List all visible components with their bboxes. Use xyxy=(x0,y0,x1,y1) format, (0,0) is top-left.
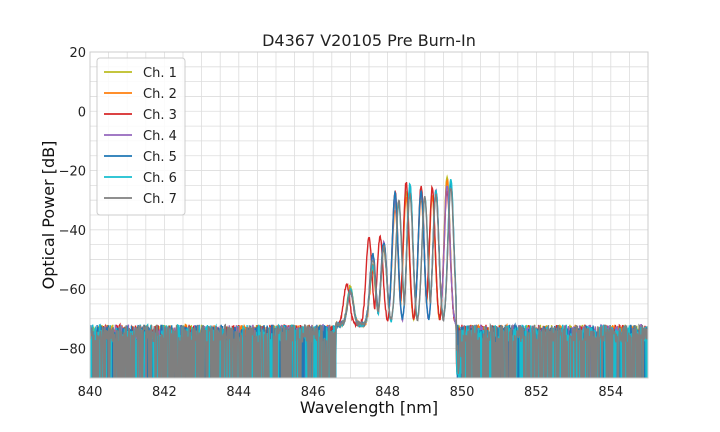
y-tick-label: −20 xyxy=(59,165,86,180)
legend-label: Ch. 7 xyxy=(143,192,177,207)
x-tick-label: 854 xyxy=(598,385,623,400)
chart-title: D4367 V20105 Pre Burn-In xyxy=(262,31,476,50)
y-tick-label: 20 xyxy=(69,46,86,61)
y-tick-labels: 20 0 −20 −40 −60 −80 xyxy=(59,46,86,357)
legend-label: Ch. 1 xyxy=(143,66,177,81)
x-tick-label: 840 xyxy=(78,385,103,400)
legend-label: Ch. 4 xyxy=(143,129,177,144)
x-axis-label: Wavelength [nm] xyxy=(300,398,438,417)
x-tick-label: 850 xyxy=(450,385,475,400)
y-tick-label: −40 xyxy=(59,224,86,239)
x-tick-labels: 840 842 844 846 848 850 852 854 xyxy=(78,385,624,400)
legend-label: Ch. 5 xyxy=(143,150,177,165)
x-tick-label: 848 xyxy=(375,385,400,400)
legend: Ch. 1 Ch. 2 Ch. 3 Ch. 4 Ch. 5 Ch. 6 Ch. 7 xyxy=(96,57,186,216)
x-tick-label: 852 xyxy=(524,385,549,400)
legend-label: Ch. 2 xyxy=(143,87,177,102)
x-tick-label: 844 xyxy=(226,385,251,400)
plot-frame xyxy=(89,51,649,379)
y-tick-label: 0 xyxy=(78,105,86,120)
series-line-7 xyxy=(90,187,648,378)
x-tick-label: 842 xyxy=(152,385,177,400)
y-tick-label: −60 xyxy=(59,283,86,298)
y-tick-label: −80 xyxy=(59,342,86,357)
series-layer xyxy=(90,174,648,378)
legend-label: Ch. 3 xyxy=(143,108,177,123)
legend-box xyxy=(96,57,186,216)
y-axis-label: Optical Power [dB] xyxy=(39,141,58,290)
legend-label: Ch. 6 xyxy=(143,171,177,186)
x-tick-label: 846 xyxy=(301,385,326,400)
